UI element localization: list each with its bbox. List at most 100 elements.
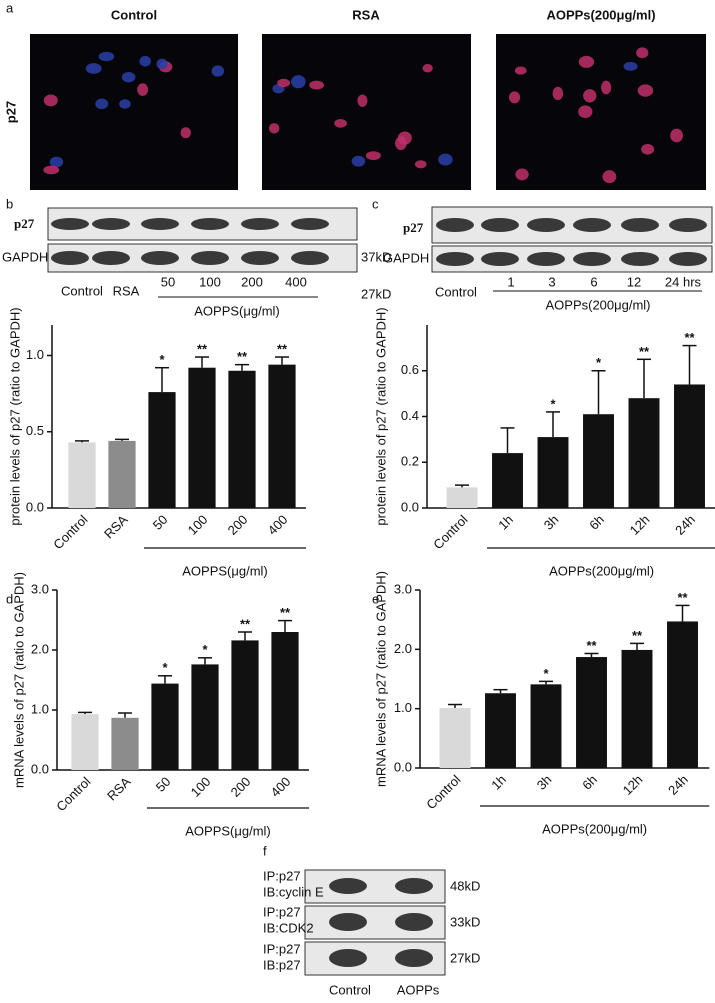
bar xyxy=(621,649,653,768)
column-title: RSA xyxy=(352,7,380,22)
blot xyxy=(431,245,713,273)
cell xyxy=(357,94,368,108)
lane-label: 1 xyxy=(507,274,514,289)
blot-band xyxy=(241,218,279,230)
significance: * xyxy=(202,642,208,657)
blot-label: GAPDH xyxy=(383,250,429,265)
x-tick-label: 12h xyxy=(627,512,653,538)
significance: * xyxy=(596,355,602,370)
x-tick-label: 50 xyxy=(150,512,171,533)
significance: ** xyxy=(639,344,650,359)
y-tick-label: 0.0 xyxy=(394,759,412,774)
bar xyxy=(537,437,569,508)
cell xyxy=(578,105,593,119)
blot-band xyxy=(527,252,565,266)
blot-band xyxy=(395,878,433,894)
blot-band xyxy=(51,218,89,230)
bar xyxy=(268,364,296,508)
blot-label: IB:p27 xyxy=(263,957,301,972)
x-tick-label: 200 xyxy=(228,774,254,800)
significance: * xyxy=(543,666,549,681)
bar xyxy=(231,640,259,770)
y-tick-label: 0.5 xyxy=(26,423,44,438)
bar xyxy=(628,398,660,508)
blot-band xyxy=(191,218,229,230)
blot-band xyxy=(51,251,89,265)
blot-band xyxy=(436,252,474,266)
blot-label: IP:p27 xyxy=(263,868,301,883)
blot-band xyxy=(481,252,519,266)
x-tick-label: RSA xyxy=(101,512,131,542)
blot-band xyxy=(92,251,130,265)
blot-band xyxy=(573,252,611,266)
group-label: AOPPs(200μg/ml) xyxy=(542,821,647,836)
cell xyxy=(291,75,306,89)
x-tick-label: 12h xyxy=(620,772,646,798)
lane-label: 12 xyxy=(627,274,641,289)
blot-label: IP:p27 xyxy=(263,904,301,919)
panel-label: b xyxy=(6,196,13,211)
y-tick-label: 0.2 xyxy=(401,454,419,469)
panel-label: f xyxy=(263,843,267,858)
panel-label: d xyxy=(6,591,13,606)
x-tick-label: Control xyxy=(53,774,93,814)
row-label: p27 xyxy=(3,101,18,123)
micrograph xyxy=(496,34,706,190)
blot-band xyxy=(241,251,279,265)
lane-label: 200 xyxy=(241,274,263,289)
cells xyxy=(43,47,683,184)
cell xyxy=(637,84,654,97)
cell xyxy=(422,64,433,73)
micrograph xyxy=(262,34,471,190)
cell xyxy=(43,94,58,107)
cell xyxy=(601,80,612,95)
size-label: 37kD xyxy=(361,249,391,264)
bar xyxy=(108,440,136,508)
blot-band xyxy=(481,218,519,232)
y-tick-label: 0.6 xyxy=(401,362,419,377)
cell xyxy=(351,155,366,167)
bar xyxy=(188,367,216,508)
lane-label: Control xyxy=(435,284,477,299)
cell xyxy=(508,91,521,104)
significance: ** xyxy=(280,605,291,620)
x-tick-label: 6h xyxy=(586,512,607,533)
x-tick-label: RSA xyxy=(104,774,134,804)
cell xyxy=(43,165,60,175)
size-label: 27kD xyxy=(361,286,391,301)
significance: ** xyxy=(197,341,208,356)
cell xyxy=(514,66,527,75)
cell xyxy=(397,131,412,145)
blot-band xyxy=(573,218,611,232)
significance: ** xyxy=(277,341,288,356)
blot-band xyxy=(329,949,367,967)
bar xyxy=(583,414,614,508)
cell xyxy=(268,123,280,134)
x-tick-label: 1h xyxy=(488,772,509,793)
x-tick-label: 100 xyxy=(188,774,214,800)
blot-band xyxy=(395,949,433,967)
blot-band xyxy=(395,913,433,931)
group-label: AOPPs(200μg/ml) xyxy=(549,563,654,578)
panel-label: a xyxy=(6,0,14,15)
blot-band xyxy=(669,252,707,266)
significance: ** xyxy=(240,616,251,631)
cell xyxy=(119,99,131,109)
size-label: 48kD xyxy=(450,878,480,893)
bar xyxy=(111,717,139,770)
y-tick-label: 0.0 xyxy=(401,499,419,514)
y-axis-label: protein levels of p27 (ratio to GAPDH) xyxy=(373,307,388,525)
bar xyxy=(674,384,705,508)
y-axis-label: mRNA levels of p27 (ratio to GAPDH) xyxy=(373,571,388,787)
significance: * xyxy=(162,660,168,675)
blot-band xyxy=(621,252,659,266)
cell xyxy=(98,51,115,62)
blot-band xyxy=(527,218,565,232)
cell xyxy=(636,47,649,59)
cell xyxy=(552,86,564,101)
y-tick-label: 3.0 xyxy=(31,581,49,596)
micrograph xyxy=(30,34,238,190)
bar xyxy=(576,657,607,768)
lane-label: AOPPs xyxy=(397,982,440,997)
